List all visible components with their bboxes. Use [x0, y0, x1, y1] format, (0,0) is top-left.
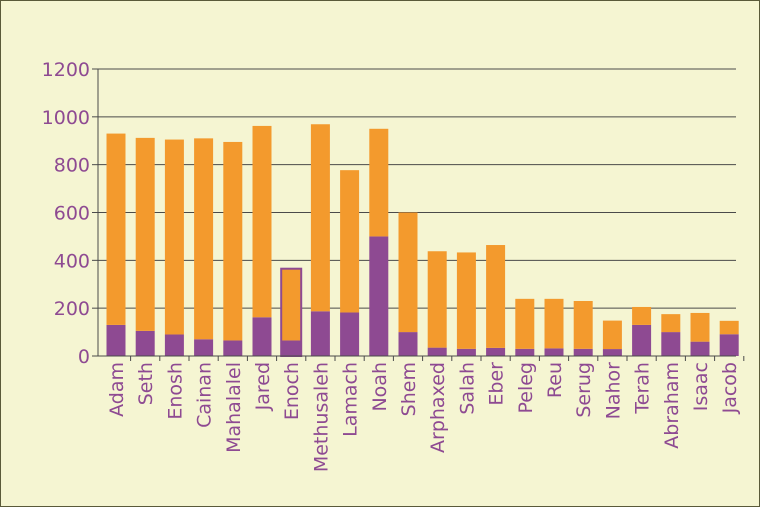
bar-segment-upper: [310, 124, 330, 312]
bar-segment-lower: [719, 334, 739, 356]
bar-segment-upper: [690, 312, 710, 342]
category-label: Noah: [369, 362, 391, 412]
bar-segment-upper: [106, 133, 126, 325]
bar-segment-lower: [310, 311, 330, 356]
category-label: Cainan: [194, 362, 216, 428]
bar-segment-lower: [369, 236, 389, 356]
category-label: Lamach: [340, 362, 362, 437]
category-label: Jacob: [719, 362, 741, 414]
bar-segment-upper: [164, 139, 184, 335]
category-label: Isaac: [690, 362, 712, 411]
bar-segment-lower: [602, 349, 622, 356]
y-tick-label: 0: [78, 346, 90, 368]
category-label: Methusaleh: [310, 362, 332, 472]
bar-segment-upper: [281, 268, 301, 341]
bar-segment-upper: [456, 252, 476, 349]
axes: [92, 68, 745, 361]
bar-segment-upper: [544, 298, 564, 349]
bar-segment-upper: [398, 212, 418, 333]
bar-segment-upper: [515, 298, 535, 349]
y-tick-label: 200: [54, 298, 90, 320]
category-label: Adam: [106, 362, 128, 417]
bar-segment-lower: [573, 348, 593, 356]
category-label: Abraham: [661, 362, 683, 449]
category-label: Nahor: [602, 362, 624, 420]
bar-segment-upper: [135, 137, 155, 331]
bar-segment-lower: [661, 332, 681, 356]
y-tick-label: 400: [54, 250, 90, 272]
bar-segment-lower: [427, 347, 447, 356]
bar-segment-upper: [194, 138, 214, 340]
bar-segment-lower: [544, 348, 564, 356]
y-tick-label: 1200: [42, 59, 90, 81]
bar-segment-upper: [661, 314, 681, 333]
bars: [106, 124, 739, 357]
y-tick-label: 600: [54, 203, 90, 225]
category-label: Seth: [135, 362, 157, 405]
category-label: Shem: [398, 362, 420, 416]
category-label: Enoch: [281, 362, 303, 420]
category-label: Serug: [573, 362, 595, 418]
category-label: Salah: [456, 362, 478, 415]
category-label: Jared: [252, 362, 274, 411]
y-tick-label: 1000: [42, 107, 90, 129]
bar-segment-lower: [456, 348, 476, 356]
labels: 0 200 400 600 800 1000 1200 Adam Seth Enosh Cainan…: [42, 59, 742, 472]
bar-segment-lower: [515, 348, 535, 356]
bar-segment-upper: [632, 306, 652, 325]
bar-segment-upper: [252, 125, 272, 318]
category-label: Eber: [486, 362, 508, 406]
bar-segment-lower: [223, 340, 243, 356]
bar-segment-upper: [486, 245, 506, 348]
bar-segment-upper: [369, 128, 389, 237]
bar-segment-upper: [340, 170, 360, 313]
category-label: Enosh: [164, 362, 186, 420]
bar-segment-lower: [194, 339, 214, 356]
bar-segment-upper: [427, 251, 447, 348]
bar-segment-lower: [135, 330, 155, 356]
bar-segment-upper: [223, 141, 243, 341]
bar-segment-lower: [164, 334, 184, 356]
category-label: Arphaxed: [427, 362, 449, 453]
bar-segment-lower: [281, 340, 301, 356]
category-label: Terah: [632, 362, 654, 415]
bar-segment-lower: [398, 332, 418, 356]
bar-segment-upper: [602, 320, 622, 350]
bar-segment-upper: [573, 300, 593, 349]
bar-segment-lower: [106, 324, 126, 356]
bar-segment-lower: [632, 324, 652, 356]
y-tick-label: 800: [54, 155, 90, 177]
bar-segment-lower: [486, 347, 506, 356]
category-label: Reu: [544, 362, 566, 398]
category-label: Mahalalel: [223, 362, 245, 453]
bar-segment-lower: [340, 312, 360, 356]
bar-segment-upper: [719, 320, 739, 335]
category-label: Peleg: [515, 362, 537, 414]
bar-segment-lower: [690, 341, 710, 356]
bar-segment-lower: [252, 317, 272, 356]
